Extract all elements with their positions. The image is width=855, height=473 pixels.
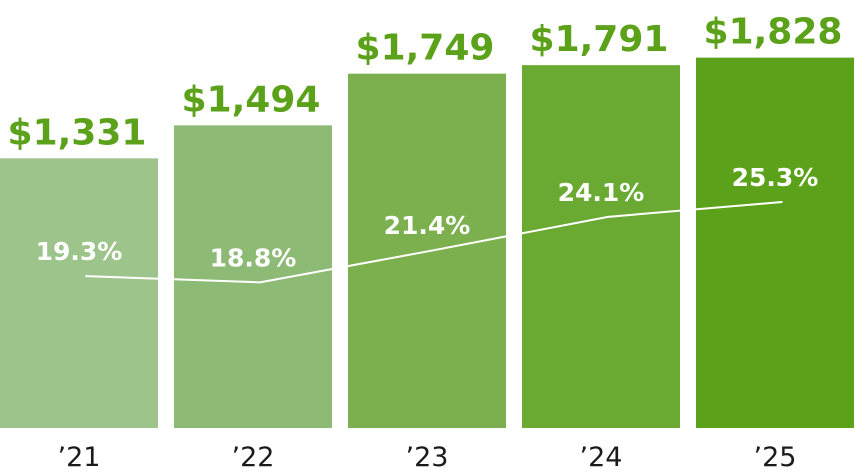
bars-group — [0, 57, 854, 429]
bar-value-label-4: $1,791 — [530, 19, 669, 60]
line-value-label-4: 24.1% — [558, 178, 645, 207]
x-tick-label-4: ’24 — [580, 442, 623, 473]
margin-line-group — [85, 201, 783, 284]
bar-4 — [522, 65, 680, 428]
line-point-5 — [781, 201, 783, 203]
bar-5 — [696, 57, 854, 428]
line-value-label-3: 21.4% — [384, 211, 471, 240]
labels-group: $1,331 ’21 19.3% $1,494 ’22 18.8% $1,749 ’23 21.… — [8, 12, 843, 473]
bar-value-label-1: $1,331 — [8, 112, 147, 153]
line-value-label-1: 19.3% — [36, 237, 123, 266]
line-point-1 — [85, 275, 87, 277]
line-point-4 — [607, 216, 609, 218]
bar-2 — [174, 125, 332, 428]
line-point-3 — [433, 249, 435, 252]
bar-1 — [0, 158, 158, 428]
line-value-label-2: 18.8% — [210, 243, 297, 272]
x-tick-label-2: ’22 — [232, 442, 275, 473]
bar-value-label-3: $1,749 — [356, 28, 495, 69]
x-tick-label-5: ’25 — [754, 442, 797, 473]
bar-value-label-5: $1,828 — [704, 12, 843, 53]
x-tick-label-3: ’23 — [406, 442, 449, 473]
x-tick-label-1: ’21 — [58, 442, 101, 473]
bar-value-label-2: $1,494 — [182, 79, 321, 120]
line-value-label-5: 25.3% — [732, 163, 819, 192]
line-point-2 — [259, 281, 261, 284]
